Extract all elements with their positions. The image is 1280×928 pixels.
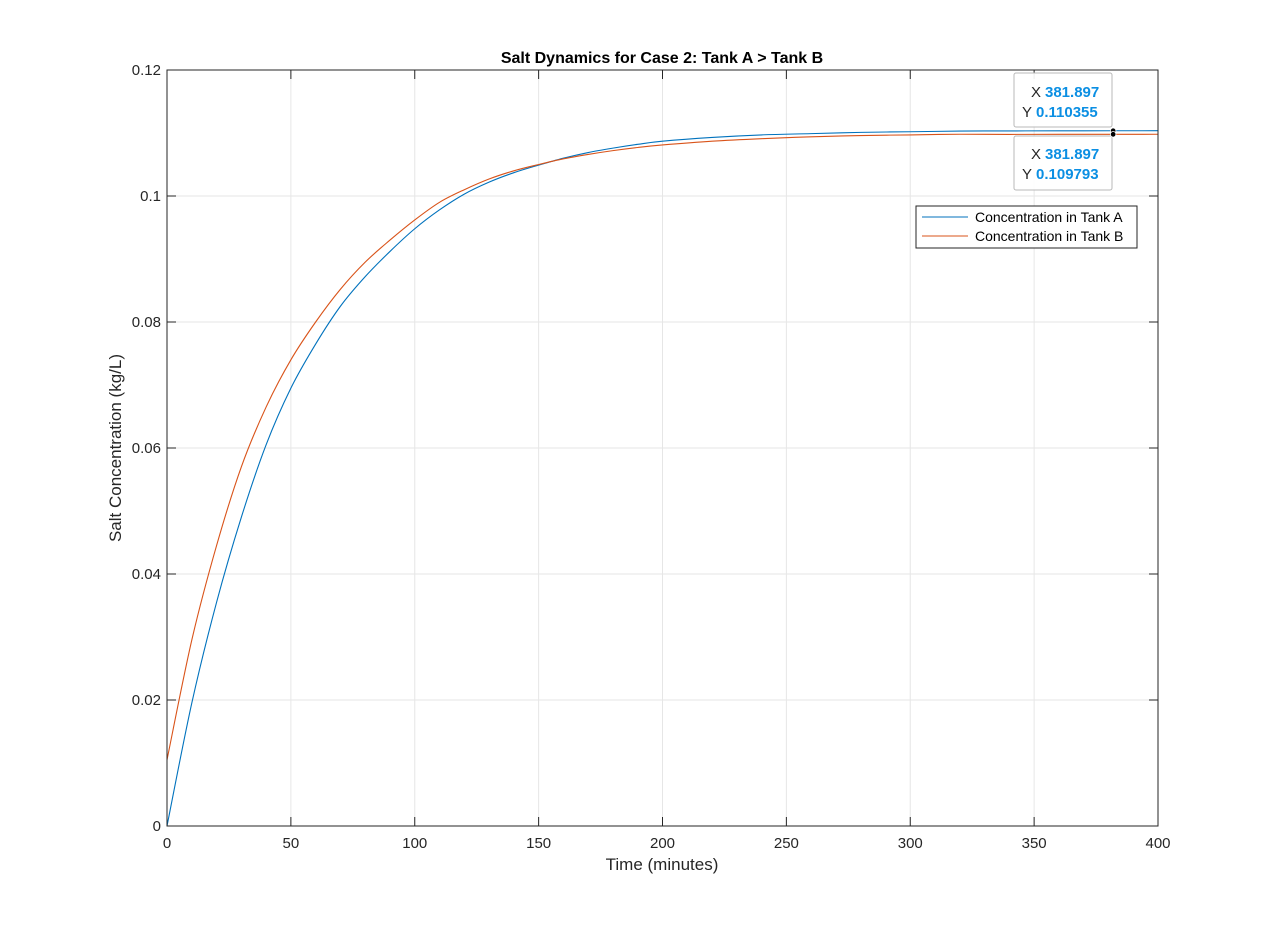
x-tick-label: 100 xyxy=(402,835,427,852)
series-layer xyxy=(166,130,1159,827)
y-tick-label: 0.12 xyxy=(132,62,161,79)
datatip-tank-a[interactable]: X 381.897 Y 0.110355 xyxy=(1013,72,1113,128)
x-tick-label: 350 xyxy=(1022,835,1047,852)
datatip-x-value: 381.897 xyxy=(1045,146,1099,163)
datatip-markers xyxy=(1109,127,1117,138)
y-tick-labels: 0 0.02 0.04 0.06 0.08 0.1 0.12 xyxy=(132,62,161,835)
x-tick-label: 0 xyxy=(163,835,171,852)
datatip-box xyxy=(1013,72,1113,128)
x-axis-title: Time (minutes) xyxy=(606,855,719,874)
x-tick-label: 150 xyxy=(526,835,551,852)
datatip-y-key: Y xyxy=(1022,166,1032,183)
y-axis-title: Salt Concentration (kg/L) xyxy=(106,354,125,542)
y-tick-label: 0.08 xyxy=(132,314,161,331)
datatip-tank-b[interactable]: X 381.897 Y 0.109793 xyxy=(1013,135,1113,191)
y-tick-label: 0.04 xyxy=(132,566,161,583)
datatip-x-key: X xyxy=(1031,146,1041,163)
x-tick-label: 200 xyxy=(650,835,675,852)
y-tick-label: 0 xyxy=(153,818,161,835)
y-tick-label: 0.02 xyxy=(132,692,161,709)
legend-label-tank-a: Concentration in Tank A xyxy=(975,209,1123,225)
datatip-x-key: X xyxy=(1031,84,1041,101)
x-tick-label: 50 xyxy=(283,835,300,852)
series-line-tank-b xyxy=(166,133,1159,760)
x-tick-label: 250 xyxy=(774,835,799,852)
datatip-marker[interactable] xyxy=(1109,131,1117,138)
datatip-box xyxy=(1013,135,1113,191)
datatip-x-value: 381.897 xyxy=(1045,84,1099,101)
chart-title: Salt Dynamics for Case 2: Tank A > Tank … xyxy=(501,50,823,67)
y-tick-label: 0.06 xyxy=(132,440,161,457)
datatip-y-key: Y xyxy=(1022,104,1032,121)
series-line-tank-a xyxy=(166,130,1159,827)
datatip-y-value: 0.110355 xyxy=(1036,104,1098,121)
x-tick-label: 400 xyxy=(1145,835,1170,852)
x-tick-labels: 0 50 100 150 200 250 300 350 400 xyxy=(163,835,1171,852)
legend[interactable]: Concentration in Tank A Concentration in… xyxy=(915,205,1138,249)
legend-label-tank-b: Concentration in Tank B xyxy=(975,228,1123,244)
y-tick-label: 0.1 xyxy=(140,188,161,205)
x-tick-label: 300 xyxy=(898,835,923,852)
datatip-y-value: 0.109793 xyxy=(1036,166,1099,183)
legend-box xyxy=(915,205,1138,249)
